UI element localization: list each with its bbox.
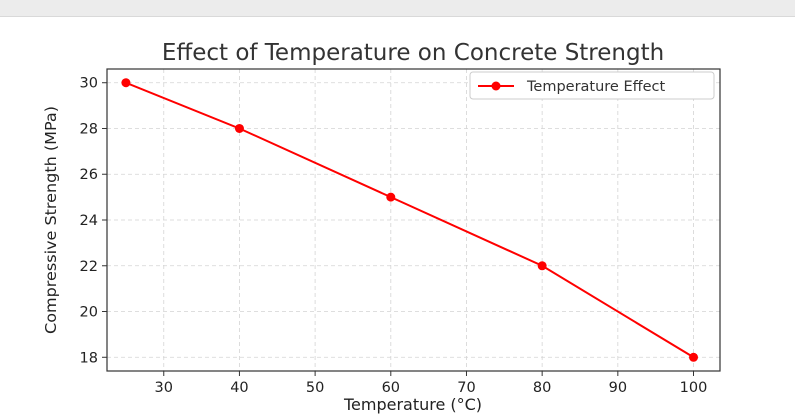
data-point xyxy=(121,78,131,88)
series-layer xyxy=(121,78,699,362)
x-tick-label: 70 xyxy=(457,380,475,396)
data-point xyxy=(386,192,396,202)
x-tick-label: 30 xyxy=(155,380,173,396)
legend-box xyxy=(469,71,715,100)
x-tick-label: 60 xyxy=(382,380,400,396)
y-tick-label: 20 xyxy=(80,305,98,321)
y-tick-label: 24 xyxy=(80,213,98,229)
x-tick-label: 40 xyxy=(230,380,248,396)
y-tick-label: 22 xyxy=(80,259,98,275)
y-tick-label: 30 xyxy=(80,76,98,92)
y-tick-label: 28 xyxy=(80,121,98,137)
legend: Temperature Effect xyxy=(469,71,715,100)
x-tick-label: 90 xyxy=(609,380,627,396)
x-tick-label: 80 xyxy=(533,380,551,396)
grid-lines xyxy=(107,69,720,371)
chart-title: Effect of Temperature on Concrete Streng… xyxy=(162,40,664,66)
y-axis-ticks: 18 20 22 24 26 28 30 xyxy=(80,76,107,366)
x-axis-label: Temperature (°C) xyxy=(343,395,482,414)
y-tick-label: 18 xyxy=(80,350,98,366)
data-point xyxy=(234,123,244,133)
window-top-bar xyxy=(0,0,795,17)
data-point xyxy=(537,261,547,271)
y-axis-label: Compressive Strength (MPa) xyxy=(42,106,60,334)
data-point xyxy=(689,352,699,362)
x-axis-ticks: 30 40 50 60 70 80 90 100 xyxy=(155,371,708,396)
legend-marker-swatch xyxy=(491,81,501,91)
x-tick-label: 50 xyxy=(306,380,324,396)
x-tick-label: 100 xyxy=(680,380,708,396)
y-tick-label: 26 xyxy=(80,167,98,183)
legend-label: Temperature Effect xyxy=(526,79,666,95)
